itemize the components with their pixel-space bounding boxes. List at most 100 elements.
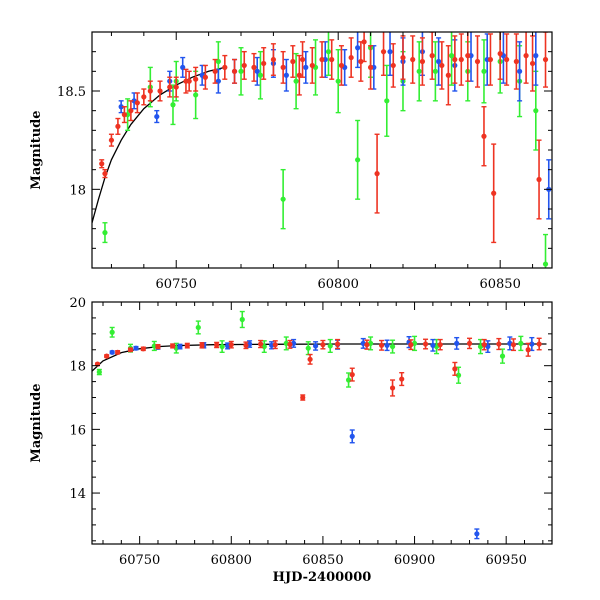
y-tick-label: 14 bbox=[69, 487, 86, 502]
red-data-point bbox=[466, 340, 473, 346]
red-data-point bbox=[222, 64, 228, 70]
red-data-point bbox=[170, 343, 176, 349]
red-data-point bbox=[228, 342, 234, 348]
y-tick-label: 20 bbox=[69, 296, 86, 311]
green-data-point bbox=[280, 196, 286, 202]
green-data-point bbox=[384, 98, 390, 104]
blue-data-point bbox=[454, 340, 460, 346]
green-data-point bbox=[389, 343, 396, 350]
green-data-point bbox=[219, 343, 225, 350]
red-data-point bbox=[243, 342, 249, 348]
blue-data-point bbox=[312, 343, 319, 349]
green-data-point bbox=[325, 49, 332, 55]
green-data-point bbox=[416, 68, 422, 74]
blue-data-point bbox=[154, 113, 160, 120]
green-data-point bbox=[96, 369, 102, 375]
bottom-y-axis-label: Magnitude bbox=[29, 383, 44, 462]
green-data-point bbox=[432, 68, 438, 74]
blue-data-point bbox=[355, 45, 361, 51]
red-data-point bbox=[408, 342, 414, 348]
green-data-point bbox=[195, 324, 201, 331]
bottom-axis-ticks: 60750 60800 60850 60900 60950 14 16 18 20 bbox=[69, 296, 552, 568]
green-data-point bbox=[335, 78, 341, 84]
red-data-point bbox=[361, 39, 367, 45]
red-data-point bbox=[258, 341, 264, 347]
red-data-point bbox=[134, 100, 140, 106]
green-data-point bbox=[102, 230, 108, 236]
green-data-point bbox=[170, 102, 176, 108]
red-data-point bbox=[348, 54, 354, 61]
red-data-point bbox=[439, 62, 445, 69]
red-data-point bbox=[504, 56, 510, 63]
red-data-point bbox=[452, 56, 458, 63]
red-data-point bbox=[99, 161, 105, 167]
green-data-point bbox=[239, 316, 245, 323]
blue-data-point bbox=[517, 68, 523, 74]
red-data-point bbox=[452, 366, 458, 372]
red-data-point bbox=[334, 341, 341, 347]
green-data-point bbox=[355, 157, 361, 163]
red-data-point bbox=[536, 176, 542, 183]
green-data-point bbox=[257, 72, 264, 78]
green-data-point bbox=[345, 377, 352, 383]
red-data-point bbox=[155, 343, 161, 350]
blue-data-point bbox=[109, 349, 115, 355]
red-data-point bbox=[251, 64, 257, 70]
red-data-point bbox=[400, 54, 406, 61]
red-data-point bbox=[280, 64, 286, 70]
top-axis-ticks: 60750 60800 60850 18 18.5 bbox=[57, 31, 552, 292]
green-data-point bbox=[481, 68, 487, 74]
blue-data-point bbox=[349, 433, 355, 439]
red-data-point bbox=[290, 58, 296, 65]
green-data-point bbox=[533, 108, 539, 114]
red-data-point bbox=[241, 62, 247, 69]
red-data-point bbox=[261, 60, 267, 67]
red-data-point bbox=[496, 341, 502, 347]
red-data-point bbox=[523, 53, 529, 59]
red-data-point bbox=[491, 190, 497, 196]
red-data-point bbox=[374, 171, 380, 177]
red-data-point bbox=[529, 60, 536, 67]
green-data-point bbox=[305, 345, 311, 351]
green-data-point bbox=[455, 372, 462, 378]
red-data-point bbox=[429, 53, 435, 59]
y-tick-label: 18.5 bbox=[57, 85, 86, 100]
red-data-point bbox=[419, 58, 426, 65]
green-data-point bbox=[109, 329, 115, 335]
red-data-point bbox=[202, 74, 208, 80]
red-data-point bbox=[212, 68, 218, 74]
bottom-plot-marks bbox=[92, 310, 547, 540]
x-tick-label: 60750 bbox=[156, 277, 197, 292]
red-data-point bbox=[481, 342, 487, 348]
red-data-point bbox=[121, 112, 127, 118]
red-data-point bbox=[184, 343, 190, 349]
x-tick-label: 60950 bbox=[486, 553, 527, 568]
red-data-point bbox=[319, 56, 325, 63]
red-data-point bbox=[474, 58, 481, 65]
red-data-point bbox=[329, 56, 335, 63]
blue-data-point bbox=[436, 58, 442, 65]
red-data-point bbox=[349, 372, 355, 378]
red-data-point bbox=[536, 341, 542, 347]
x-tick-label: 60850 bbox=[479, 277, 520, 292]
blue-data-point bbox=[384, 342, 390, 348]
red-data-point bbox=[380, 49, 387, 55]
blue-data-point bbox=[254, 68, 260, 74]
y-tick-label: 18 bbox=[69, 360, 86, 375]
x-tick-label: 60750 bbox=[119, 553, 160, 568]
red-data-point bbox=[542, 56, 549, 63]
red-data-point bbox=[389, 385, 396, 391]
green-data-point bbox=[518, 340, 524, 346]
red-data-point bbox=[140, 346, 146, 352]
blue-data-point bbox=[118, 104, 124, 110]
x-tick-label: 60800 bbox=[211, 553, 252, 568]
red-data-point bbox=[157, 88, 163, 94]
red-data-point bbox=[108, 137, 115, 143]
blue-data-point bbox=[303, 64, 309, 70]
red-data-point bbox=[287, 341, 293, 347]
blue-data-point bbox=[387, 49, 393, 55]
y-tick-label: 16 bbox=[69, 423, 86, 438]
red-data-point bbox=[147, 88, 153, 94]
red-data-point bbox=[422, 341, 429, 347]
